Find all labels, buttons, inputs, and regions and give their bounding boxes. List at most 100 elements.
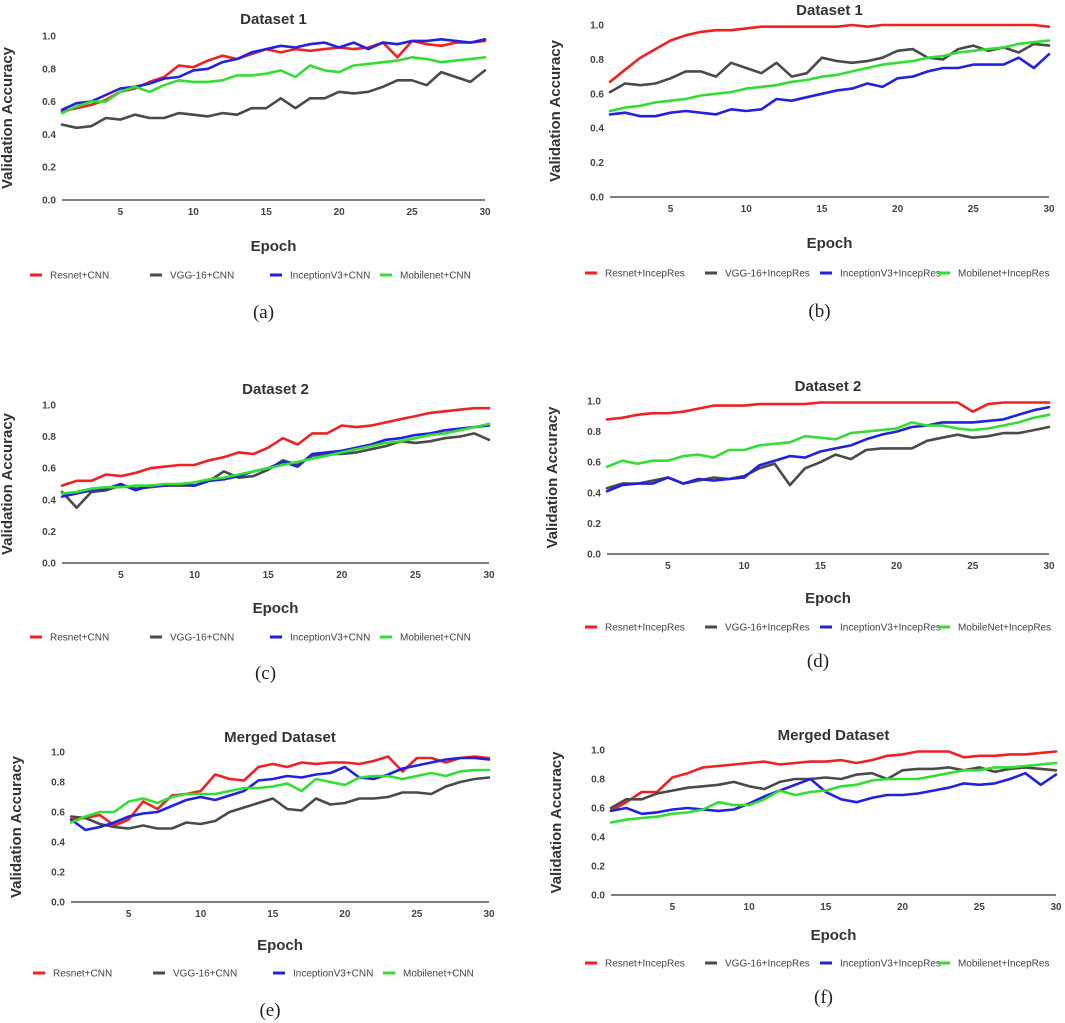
- legend-label: VGG-16+IncepRes: [725, 959, 810, 970]
- legend-label: Resnet+IncepRes: [605, 269, 685, 280]
- y-tick-label: 0.4: [42, 495, 56, 506]
- x-tick-label: 25: [410, 570, 422, 581]
- y-axis-label: Validation Accuracy: [544, 406, 561, 549]
- series-line-mobilenet-incepres: [605, 413, 1051, 469]
- legend-label: VGG-16+IncepRes: [725, 269, 810, 280]
- x-tick-label: 20: [891, 561, 903, 572]
- x-tick-label: 10: [744, 902, 756, 913]
- chart-panel-4: Merged Dataset 0.0 0.2 0.4 0.6 0.8 1.0 5 10 15 20 2…: [8, 729, 495, 1021]
- series-line-mobilenet-incepres: [608, 39, 1051, 113]
- series-line-mobilenet-incepres: [609, 761, 1058, 824]
- y-tick-label: 0.4: [587, 488, 601, 499]
- x-tick-label: 20: [892, 204, 904, 215]
- y-tick-label: 0.6: [590, 89, 604, 100]
- chart-panel-2: Dataset 2 0.0 0.2 0.4 0.6 0.8 1.0 5 10 15 20 25 30 Va…: [0, 381, 495, 684]
- series-line-inceptionv3-cnn: [69, 756, 491, 832]
- y-tick-label: 0.8: [591, 775, 605, 786]
- legend-label: InceptionV3+IncepRes: [840, 269, 941, 280]
- panel-label: (a): [253, 302, 274, 323]
- x-tick-label: 5: [665, 561, 671, 572]
- series-line-resnet-incepres: [608, 23, 1051, 84]
- y-tick-label: 0.2: [591, 862, 605, 873]
- y-tick-label: 0.4: [590, 124, 604, 135]
- x-tick-label: 20: [339, 909, 351, 920]
- chart-title: Dataset 2: [242, 381, 309, 398]
- x-tick-label: 30: [479, 207, 491, 218]
- y-tick-label: 0.8: [51, 778, 65, 789]
- series-line-vgg-16-cnn: [60, 432, 491, 510]
- y-tick-label: 0.2: [587, 519, 601, 530]
- y-tick-label: 0.6: [51, 808, 65, 819]
- x-tick-label: 10: [195, 909, 207, 920]
- legend-label: Resnet+IncepRes: [605, 959, 685, 970]
- chart-panel-1: Dataset 1 0.0 0.2 0.4 0.6 0.8 1.0 5 10 15 20 25 30 Va…: [547, 2, 1055, 322]
- legend-label: InceptionV3+IncepRes: [840, 623, 941, 634]
- legend-label: VGG-16+CNN: [170, 633, 234, 644]
- series-line-inceptionv3-cnn: [60, 424, 491, 498]
- legend-label: Resnet+CNN: [50, 633, 109, 644]
- y-tick-label: 0.2: [590, 158, 604, 169]
- legend-label: Mobilenet+IncepRes: [958, 959, 1049, 970]
- y-tick-label: 1.0: [587, 397, 601, 408]
- x-tick-label: 20: [897, 902, 909, 913]
- x-tick-label: 5: [126, 909, 132, 920]
- y-tick-label: 0.6: [42, 464, 56, 475]
- series-line-mobilenet-cnn: [69, 768, 491, 824]
- y-tick-label: 1.0: [51, 748, 65, 759]
- y-tick-label: 0.0: [42, 196, 56, 207]
- y-tick-label: 0.2: [42, 527, 56, 538]
- y-tick-label: 0.6: [42, 97, 56, 108]
- chart-panel-3: Dataset 2 0.0 0.2 0.4 0.6 0.8 1.0 5 10 15 20 25 30 Va…: [544, 378, 1055, 672]
- x-tick-label: 10: [188, 207, 200, 218]
- y-tick-label: 0.4: [42, 130, 56, 141]
- legend-label: Mobilenet+CNN: [400, 271, 471, 282]
- y-tick-label: 0.4: [51, 838, 65, 849]
- x-axis-label: Epoch: [257, 937, 303, 954]
- y-tick-label: 0.8: [42, 64, 56, 75]
- x-tick-label: 10: [189, 570, 201, 581]
- x-tick-label: 30: [1043, 204, 1055, 215]
- x-tick-label: 5: [118, 570, 124, 581]
- x-axis-label: Epoch: [251, 238, 297, 255]
- x-tick-label: 10: [739, 561, 751, 572]
- legend-label: Mobilenet+CNN: [403, 969, 474, 980]
- x-tick-label: 30: [483, 909, 495, 920]
- y-tick-label: 0.2: [42, 163, 56, 174]
- series-line-inceptionv3-incepres: [605, 405, 1051, 493]
- series-line-inceptionv3-incepres: [608, 52, 1051, 118]
- y-tick-label: 0.0: [42, 559, 56, 570]
- x-tick-label: 5: [670, 902, 676, 913]
- series-line-vgg-16-incepres: [608, 42, 1051, 94]
- series-line-vgg-16-incepres: [609, 766, 1058, 810]
- panel-label: (b): [808, 301, 830, 322]
- y-tick-label: 0.0: [590, 193, 604, 204]
- series-line-vgg-16-cnn: [69, 776, 491, 830]
- y-tick-label: 0.0: [587, 550, 601, 561]
- chart-title: Dataset 1: [240, 11, 307, 28]
- x-tick-label: 25: [968, 204, 980, 215]
- chart-title: Dataset 1: [796, 2, 863, 19]
- legend-label: MobileNet+IncepRes: [958, 623, 1051, 634]
- panel-label: (e): [259, 1000, 280, 1021]
- panel-label: (c): [255, 663, 276, 684]
- y-axis-label: Validation Accuracy: [548, 751, 565, 894]
- x-tick-label: 10: [741, 204, 753, 215]
- x-tick-label: 15: [267, 909, 279, 920]
- x-tick-label: 15: [816, 204, 828, 215]
- y-axis-label: Validation Accuracy: [547, 39, 564, 182]
- x-tick-label: 15: [820, 902, 832, 913]
- chart-panel-0: Dataset 1 0.0 0.2 0.4 0.6 0.8 1.0 5 10 15 20 25 30 Va…: [0, 11, 491, 323]
- series-line-mobilenet-cnn: [60, 55, 487, 115]
- x-tick-label: 15: [263, 570, 275, 581]
- y-tick-label: 1.0: [591, 746, 605, 757]
- legend-label: InceptionV3+CNN: [290, 633, 370, 644]
- series-line-resnet-incepres: [609, 750, 1058, 813]
- x-axis-label: Epoch: [253, 600, 299, 617]
- chart-title: Dataset 2: [795, 378, 862, 395]
- legend-label: Resnet+CNN: [53, 969, 112, 980]
- legend-label: InceptionV3+IncepRes: [840, 959, 941, 970]
- y-tick-label: 1.0: [42, 32, 56, 43]
- series-line-resnet-cnn: [60, 39, 487, 113]
- y-tick-label: 0.2: [51, 868, 65, 879]
